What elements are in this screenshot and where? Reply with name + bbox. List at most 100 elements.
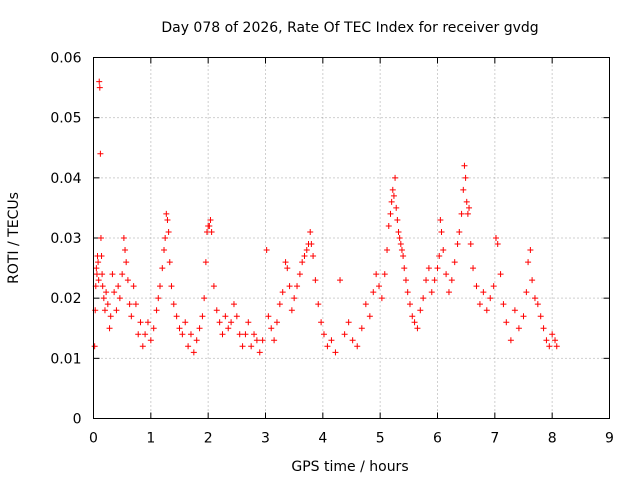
data-point <box>456 228 463 235</box>
y-tick-label: 0.04 <box>50 171 81 187</box>
data-points <box>91 78 560 356</box>
data-point <box>400 253 407 260</box>
data-point <box>153 307 160 314</box>
data-point <box>370 289 377 296</box>
data-point <box>202 259 209 266</box>
x-tick-label: 7 <box>490 431 499 447</box>
data-point <box>122 247 129 254</box>
data-point <box>507 337 514 344</box>
data-point <box>394 216 401 223</box>
data-point <box>406 301 413 308</box>
data-point <box>163 210 170 217</box>
data-point <box>402 277 409 284</box>
data-point <box>99 283 106 290</box>
data-point <box>345 319 352 326</box>
data-point <box>150 325 157 332</box>
data-point <box>497 271 504 278</box>
data-point <box>467 241 474 248</box>
data-point <box>515 325 522 332</box>
data-point <box>104 301 111 308</box>
data-point <box>534 301 541 308</box>
x-tick-label: 5 <box>376 431 385 447</box>
data-point <box>179 331 186 338</box>
data-point <box>130 283 137 290</box>
data-point <box>259 337 266 344</box>
data-point <box>107 313 114 320</box>
data-point <box>451 259 458 266</box>
data-point <box>473 283 480 290</box>
data-point <box>161 247 168 254</box>
data-point <box>366 313 373 320</box>
data-point <box>91 343 98 350</box>
data-point <box>157 283 164 290</box>
data-point <box>470 265 477 272</box>
data-point <box>111 289 118 296</box>
data-point <box>384 247 391 254</box>
data-point <box>318 319 325 326</box>
data-point <box>225 325 232 332</box>
x-tick-label: 2 <box>204 431 213 447</box>
data-point <box>93 265 100 272</box>
data-point <box>159 265 166 272</box>
chart-title: Day 078 of 2026, Rate Of TEC Index for r… <box>161 20 538 36</box>
x-tick-label: 8 <box>548 431 557 447</box>
data-point <box>307 228 314 235</box>
data-point <box>341 331 348 338</box>
data-point <box>99 271 106 278</box>
data-point <box>373 271 380 278</box>
x-tick-label: 1 <box>146 431 155 447</box>
data-point <box>187 331 194 338</box>
data-point <box>97 150 104 157</box>
data-point <box>142 331 149 338</box>
data-point <box>116 295 123 302</box>
data-point <box>144 319 151 326</box>
data-point <box>381 271 388 278</box>
data-point <box>132 301 139 308</box>
data-point <box>301 253 308 260</box>
data-point <box>208 228 215 235</box>
data-point <box>425 265 432 272</box>
data-point <box>282 259 289 266</box>
data-point <box>312 277 319 284</box>
data-point <box>128 313 135 320</box>
data-point <box>106 325 113 332</box>
data-point <box>308 241 315 248</box>
data-point <box>434 265 441 272</box>
data-point <box>490 283 497 290</box>
data-point <box>463 198 470 205</box>
data-point <box>251 331 258 338</box>
data-point <box>303 247 310 254</box>
data-point <box>193 337 200 344</box>
data-point <box>155 295 162 302</box>
data-point <box>165 228 172 235</box>
x-axis-label: GPS time / hours <box>291 459 408 475</box>
data-point <box>284 265 291 272</box>
data-point <box>137 319 144 326</box>
data-point <box>213 307 220 314</box>
x-tick-label: 0 <box>89 431 98 447</box>
data-point <box>299 259 306 266</box>
data-point <box>216 319 223 326</box>
data-point <box>396 235 403 241</box>
data-point <box>460 186 467 193</box>
data-point <box>395 228 402 235</box>
data-point <box>123 259 130 266</box>
data-point <box>296 271 303 278</box>
data-point <box>126 301 133 308</box>
data-point <box>525 259 532 266</box>
data-point <box>520 313 527 320</box>
data-point <box>176 325 183 332</box>
data-point <box>440 247 447 254</box>
axis-ticks: 0 1 2 3 4 5 6 7 8 9 0 0.01 0.02 0.03 0.04 0.05 0.06 <box>50 51 614 447</box>
data-point <box>553 343 560 350</box>
data-point <box>428 289 435 296</box>
data-point <box>466 204 473 211</box>
y-tick-label: 0.02 <box>50 291 81 307</box>
data-point <box>543 337 550 344</box>
data-point <box>487 295 494 302</box>
data-point <box>385 222 392 229</box>
data-point <box>443 271 450 278</box>
data-point <box>279 289 286 296</box>
data-point <box>245 319 252 326</box>
data-point <box>170 301 177 308</box>
